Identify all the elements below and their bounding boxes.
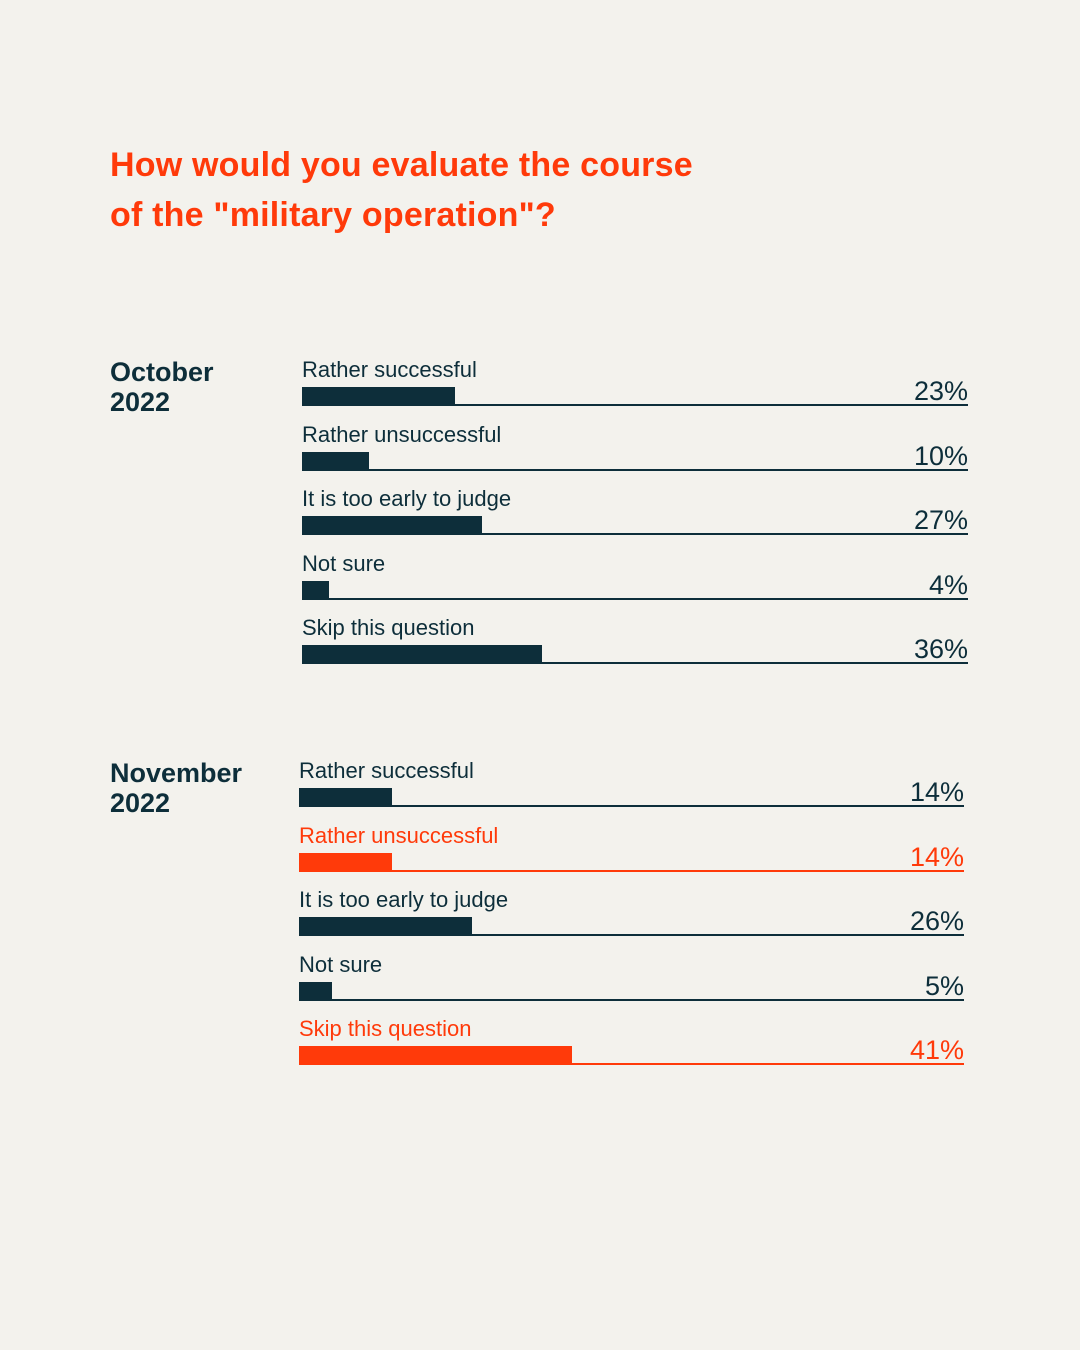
bar-baseline (302, 662, 968, 664)
bar (302, 451, 369, 470)
bar-value-label: 27% (913, 505, 968, 535)
bar (302, 645, 542, 663)
bar-category-label: Rather unsuccessful (302, 421, 502, 447)
bar (299, 1046, 572, 1064)
panel-label-year: 2022 (110, 788, 171, 818)
bar-row: It is too early to judge 27% (302, 486, 968, 551)
bar (299, 917, 472, 935)
bar-baseline (302, 597, 968, 600)
bar-baseline (302, 468, 968, 471)
bar-value-label: 5% (924, 970, 964, 1001)
bar-baseline (299, 805, 964, 807)
bar-category-label: Skip this question (299, 1016, 472, 1041)
panel-label-month: November (110, 758, 243, 788)
panel-label: October 2022 (110, 357, 280, 417)
bar (299, 981, 333, 1000)
bar-value-label: 23% (913, 376, 968, 406)
bar-baseline (302, 533, 968, 535)
chart-title-line-1: How would you evaluate the course (110, 146, 693, 184)
bar-baseline (299, 934, 964, 936)
panel-label-month: October (110, 357, 214, 387)
bar-row: Rather unsuccessful 10% (302, 422, 968, 487)
bar-row: Skip this question 41% (299, 1016, 964, 1081)
bar-baseline (299, 869, 964, 872)
bar-category-label: Rather unsuccessful (299, 822, 499, 848)
bar-value-label: 36% (913, 634, 968, 664)
bar-baseline (299, 998, 964, 1001)
bar-category-label: Not sure (302, 550, 386, 576)
chart-title: How would you evaluate the course of the… (110, 140, 830, 240)
bar-value-label: 4% (928, 569, 968, 600)
bar-value-label: 26% (909, 906, 964, 936)
panel-label: November 2022 (110, 758, 280, 818)
bar-row: Skip this question 36% (302, 615, 968, 680)
panel-label-year: 2022 (110, 387, 171, 417)
bar-value-label: 10% (913, 440, 968, 471)
bar (299, 852, 393, 871)
chart-title-line-2: of the "military operation"? (110, 196, 556, 234)
bar-value-label: 14% (909, 841, 964, 872)
bar-row: It is too early to judge 26% (299, 887, 964, 952)
bar-value-label: 14% (909, 777, 964, 807)
bar-category-label: Skip this question (302, 615, 475, 640)
bar-category-label: Rather successful (299, 758, 474, 783)
bar-category-label: It is too early to judge (302, 486, 512, 511)
bar-category-label: It is too early to judge (299, 887, 509, 912)
bar-category-label: Rather successful (302, 357, 477, 382)
bar-value-label: 41% (909, 1035, 964, 1065)
bar-baseline (302, 404, 968, 406)
bar-rows: Rather successful 14% Rather unsuccessful 1… (299, 758, 964, 1081)
bar-baseline (299, 1063, 964, 1065)
bar (302, 516, 482, 534)
bar-row: Rather unsuccessful 14% (299, 823, 964, 888)
bar (299, 788, 393, 806)
bar-row: Not sure 5% (299, 952, 964, 1017)
bar-row: Rather successful 14% (299, 758, 964, 823)
bar (302, 580, 329, 599)
bar (302, 387, 456, 405)
bar-row: Not sure 4% (302, 551, 968, 616)
bar-row: Rather successful 23% (302, 357, 968, 422)
bar-rows: Rather successful 23% Rather unsuccessful 1… (302, 357, 968, 680)
bar-category-label: Not sure (299, 951, 383, 977)
